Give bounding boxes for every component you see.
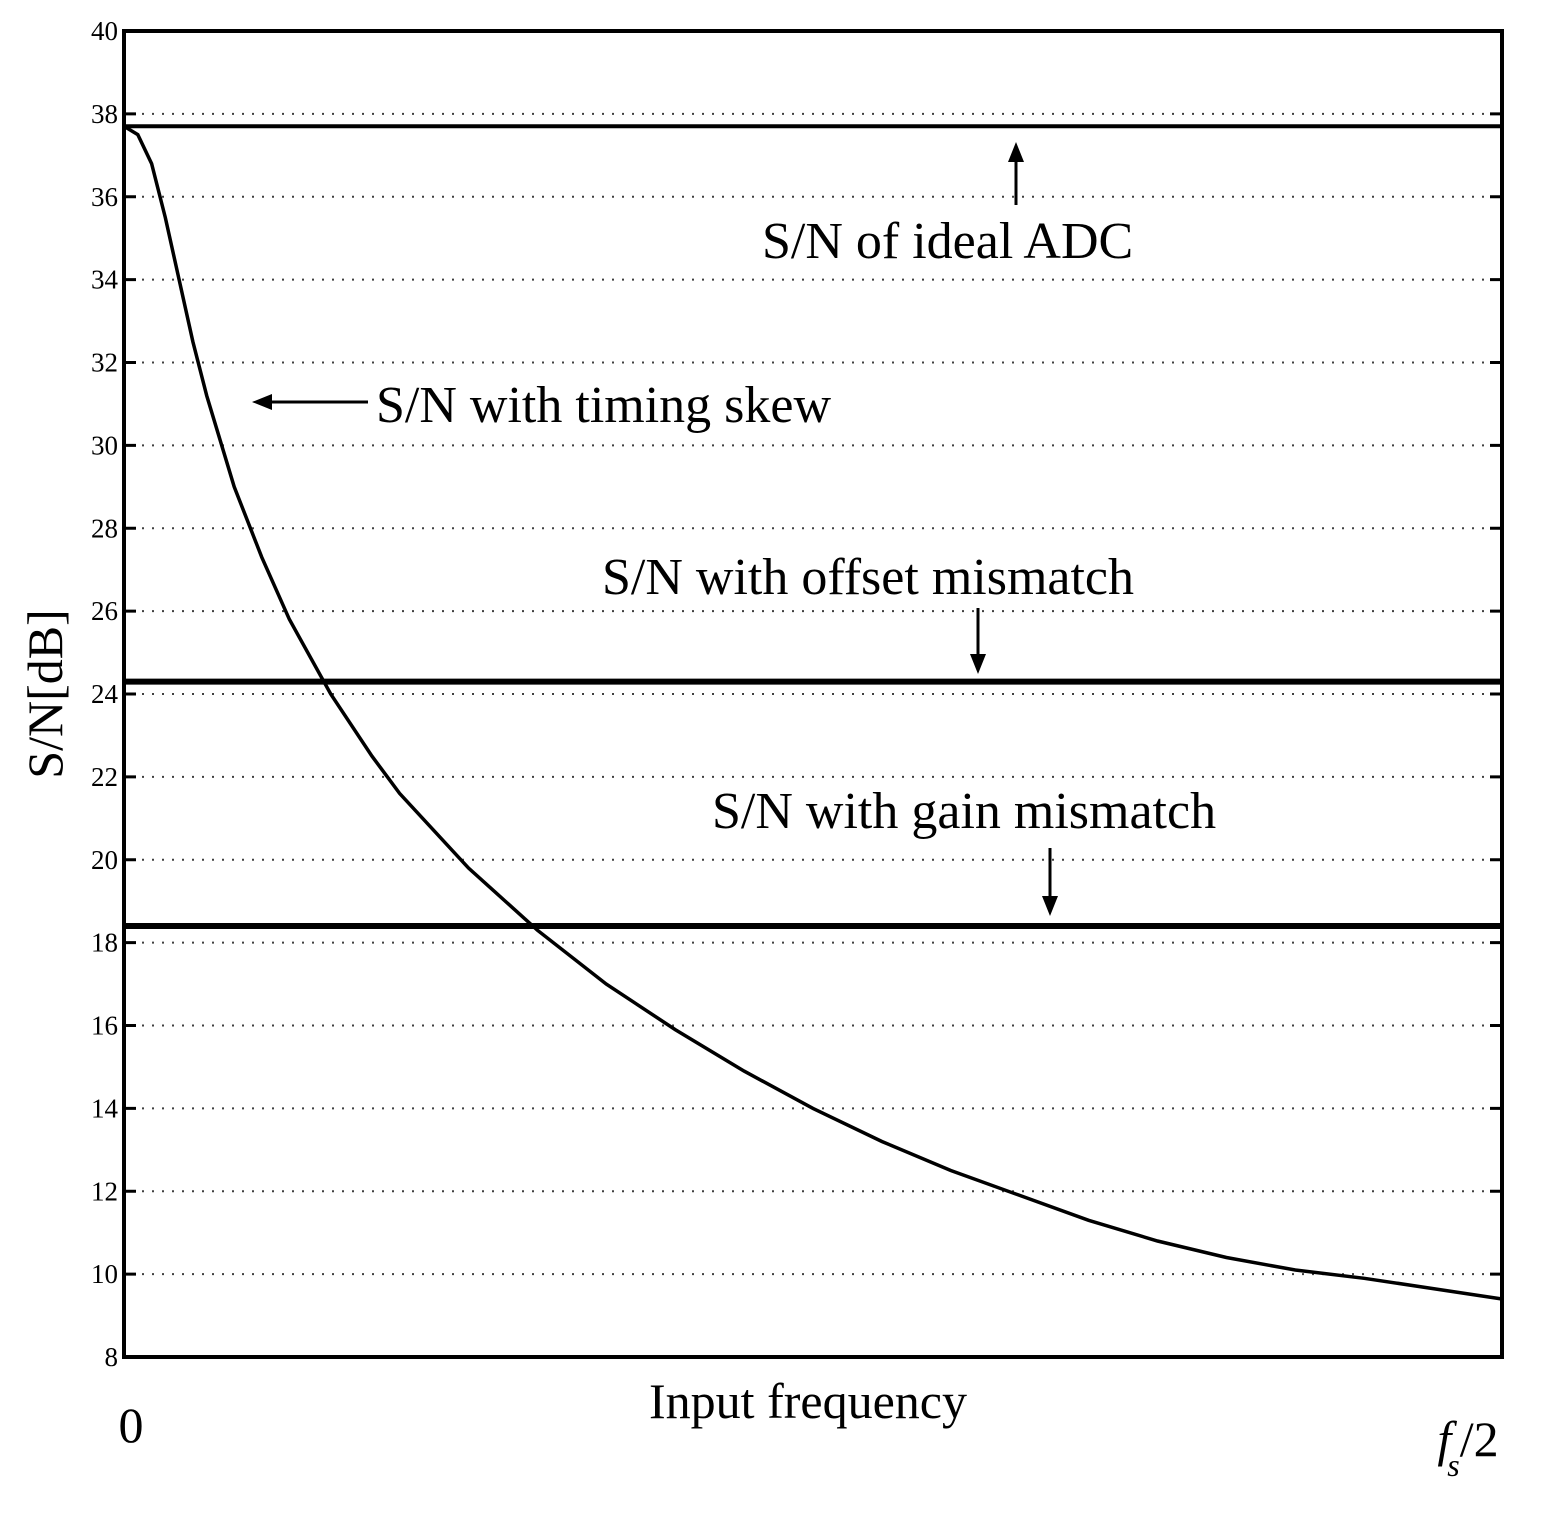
- y-tick-label-24: 24: [91, 679, 119, 709]
- annotation-ideal-adc: S/N of ideal ADC: [762, 213, 1133, 270]
- series-layer: [123, 124, 1503, 1301]
- y-tick-label-18: 18: [91, 928, 118, 958]
- y-tick-label-12: 12: [91, 1176, 118, 1206]
- y-tick-label-32: 32: [91, 348, 118, 378]
- annotations: S/N of ideal ADC S/N with timing skew S/…: [252, 142, 1216, 916]
- y-tick-label-40: 40: [91, 16, 118, 46]
- x-tick-label-end-tail: /2: [1460, 1411, 1499, 1467]
- y-tick-label-38: 38: [91, 99, 118, 129]
- y-tick-label-20: 20: [91, 845, 118, 875]
- x-tick-label-end-sub: s: [1447, 1447, 1459, 1483]
- arrow-head-ideal-adc: [1008, 142, 1024, 162]
- y-tick-label-14: 14: [91, 1093, 119, 1123]
- y-tick-label-8: 8: [105, 1342, 119, 1372]
- arrow-head-gain-mismatch: [1042, 896, 1058, 916]
- y-axis-ticks: 8 10 12 14 16 18 20 22 24 26 28 30 32 34 36 38 40: [91, 16, 1502, 1372]
- series-curve-timing-skew: [123, 124, 1503, 1301]
- grid-lines: [132, 112, 1494, 1276]
- y-tick-label-36: 36: [91, 182, 118, 212]
- x-tick-label-start: 0: [119, 1397, 144, 1453]
- y-axis-label: S/N[dB]: [17, 609, 73, 778]
- y-tick-label-16: 16: [91, 1011, 118, 1041]
- arrow-head-offset-mismatch: [970, 654, 986, 674]
- arrow-head-timing-skew: [252, 394, 272, 410]
- annotation-offset-mismatch: S/N with offset mismatch: [602, 549, 1134, 606]
- x-tick-label-end: fs/2: [1437, 1411, 1498, 1483]
- y-tick-label-26: 26: [91, 596, 118, 626]
- y-tick-label-10: 10: [91, 1259, 118, 1289]
- y-tick-label-28: 28: [91, 513, 118, 543]
- y-tick-label-34: 34: [91, 265, 119, 295]
- y-tick-label-30: 30: [91, 430, 118, 460]
- annotation-timing-skew: S/N with timing skew: [376, 377, 831, 434]
- x-axis-label: Input frequency: [649, 1373, 967, 1429]
- annotation-gain-mismatch: S/N with gain mismatch: [712, 783, 1216, 840]
- y-tick-label-22: 22: [91, 762, 118, 792]
